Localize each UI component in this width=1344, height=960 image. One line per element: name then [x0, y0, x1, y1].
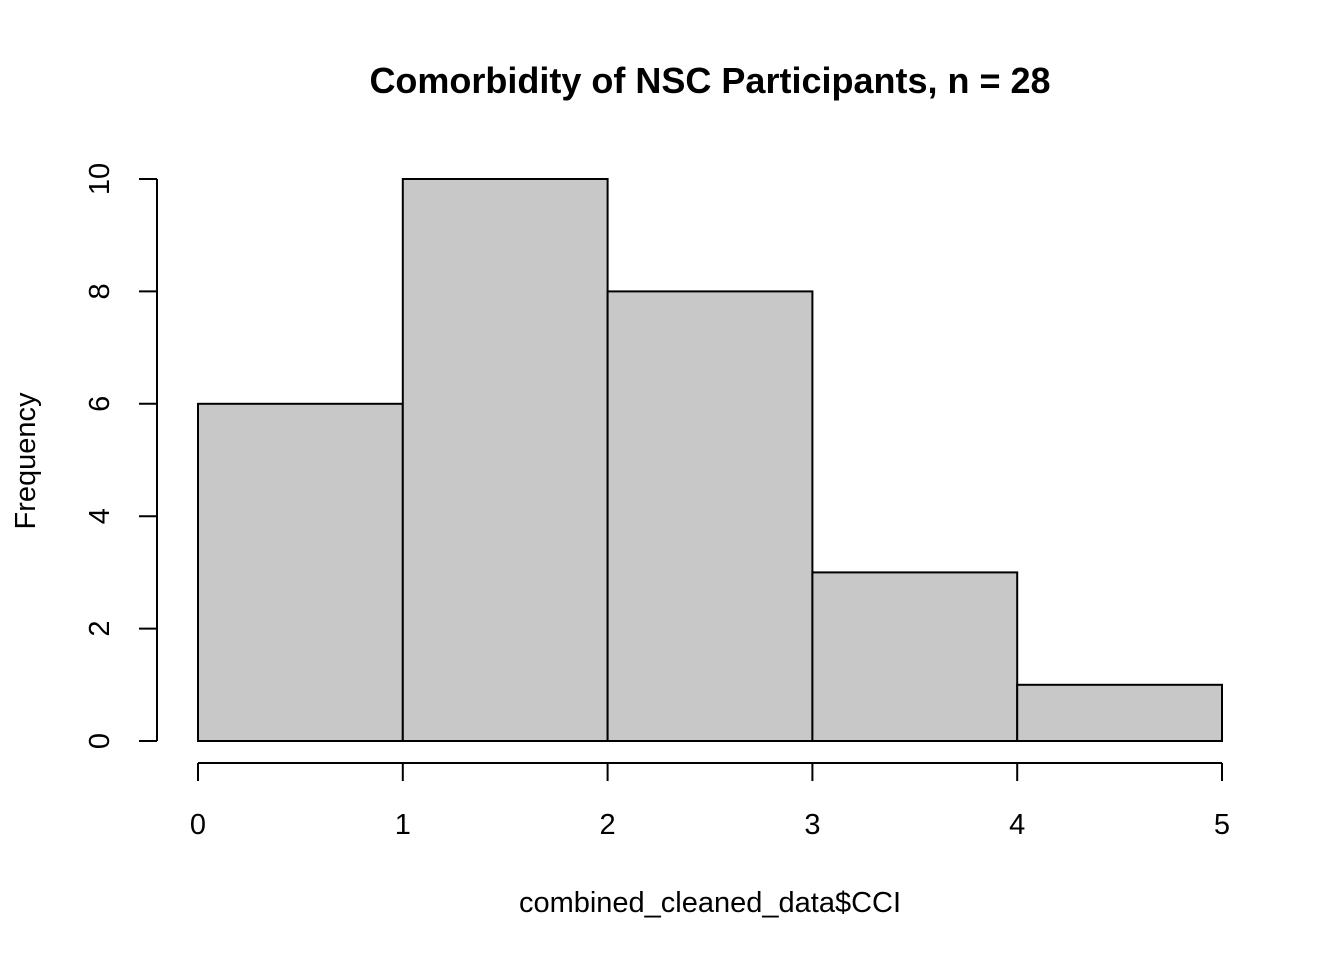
x-tick-label: 2 [600, 809, 616, 841]
y-axis-label: Frequency [10, 392, 42, 530]
x-axis: 0 1 2 3 4 5 [190, 762, 1230, 841]
y-tick-label: 10 [84, 163, 116, 195]
x-axis-label: combined_cleaned_data$CCI [519, 887, 901, 919]
x-tick-label: 4 [1009, 809, 1025, 841]
histogram-bar-4 [1016, 683, 1224, 742]
histogram-bar-0 [197, 402, 404, 742]
y-axis: 0 2 4 6 8 10 [84, 163, 158, 749]
y-tick-label: 6 [84, 396, 116, 412]
histogram-bar-3 [811, 571, 1019, 743]
histogram-bar-2 [606, 290, 814, 742]
x-tick-label: 5 [1214, 809, 1230, 841]
bars-group [197, 178, 1224, 743]
x-tick-label: 1 [395, 809, 411, 841]
x-tick-label: 3 [804, 809, 820, 841]
y-tick-label: 8 [84, 283, 116, 299]
y-tick-label: 0 [84, 733, 116, 749]
y-tick-label: 4 [84, 508, 116, 524]
chart-title: Comorbidity of NSC Participants, n = 28 [369, 60, 1050, 101]
x-tick-label: 0 [190, 809, 206, 841]
y-tick-label: 2 [84, 621, 116, 637]
histogram-bar-1 [401, 178, 609, 742]
